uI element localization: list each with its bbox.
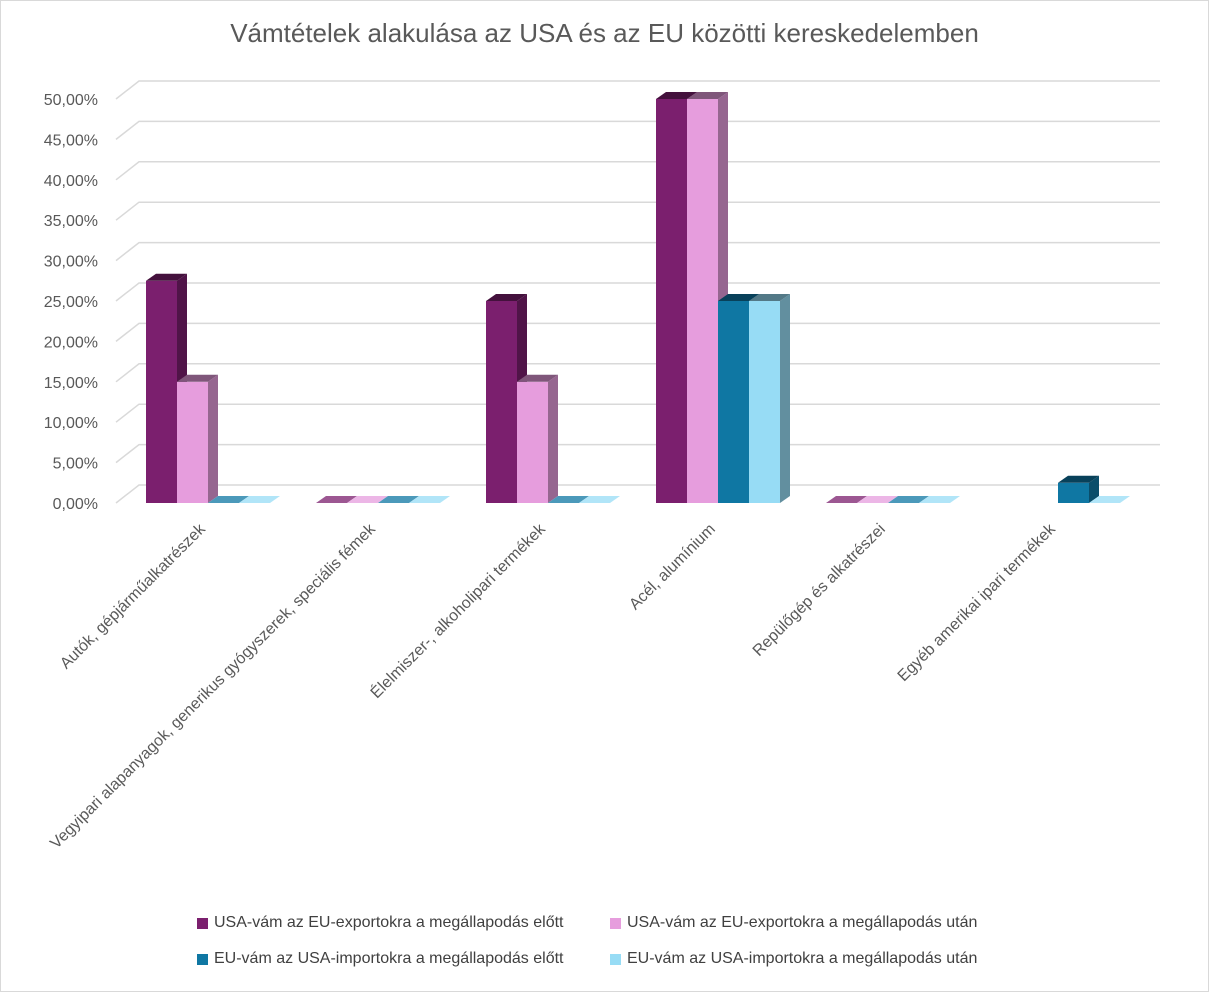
gridline <box>115 120 1160 140</box>
bar-top <box>316 496 357 503</box>
bar-front <box>687 99 718 503</box>
bar-top <box>146 273 187 281</box>
bar-side <box>548 374 558 503</box>
bar-top <box>718 294 759 301</box>
legend-swatch <box>197 953 208 965</box>
legend-item: EU-vám az USA-importokra a megállapodás … <box>197 950 563 968</box>
bar-top <box>347 496 388 503</box>
bar <box>579 496 620 503</box>
bar <box>1058 475 1099 503</box>
bar-front <box>718 301 749 503</box>
bar <box>517 374 558 503</box>
gridlines <box>115 80 1160 504</box>
bar <box>177 374 218 503</box>
bar-front <box>749 301 780 503</box>
bar <box>749 294 790 503</box>
gridline <box>115 322 1160 342</box>
bar-top <box>656 92 697 99</box>
y-tick-label: 15,00% <box>44 375 98 392</box>
bar-top <box>1058 475 1099 483</box>
legend-swatch <box>610 953 621 965</box>
y-tick-label: 50,00% <box>44 92 98 109</box>
bar-front <box>656 99 687 503</box>
legend-item: EU-vám az USA-importokra a megállapodás … <box>610 950 977 968</box>
bar <box>378 496 419 503</box>
gridline <box>115 161 1160 181</box>
y-tick-label: 35,00% <box>44 213 98 230</box>
legend-swatch <box>197 917 208 929</box>
bar-front <box>1058 482 1089 503</box>
x-category-label: Acél, alumínium <box>626 521 719 614</box>
y-tick-label: 10,00% <box>44 415 98 432</box>
y-tick-label: 40,00% <box>44 173 98 190</box>
bar <box>857 496 898 503</box>
y-tick-label: 30,00% <box>44 254 98 271</box>
legend-item: USA-vám az EU-exportokra a megállapodás … <box>197 914 564 932</box>
bar-top <box>826 496 867 503</box>
bar-side <box>1089 475 1099 503</box>
bar-top <box>888 496 929 503</box>
gridline <box>115 363 1160 383</box>
bar <box>239 496 280 503</box>
bar-top <box>208 496 249 503</box>
bar <box>347 496 388 503</box>
bar <box>919 496 960 503</box>
gridline <box>115 282 1160 302</box>
bar <box>826 496 867 503</box>
bar-front <box>146 280 177 503</box>
gridline <box>115 443 1160 464</box>
bar-front <box>177 381 208 503</box>
legend-label: USA-vám az EU-exportokra a megállapodás … <box>627 914 978 931</box>
y-tick-label: 5,00% <box>53 456 98 473</box>
bar-top <box>177 374 218 382</box>
bar <box>1089 496 1130 503</box>
bar-top <box>239 496 280 503</box>
chart-title: Vámtételek alakulása az USA és az EU köz… <box>230 18 979 48</box>
bar-top <box>409 496 450 503</box>
bar-front <box>517 381 548 503</box>
x-category-label: Vegyipari alapanyagok, generikus gyógysz… <box>47 520 379 852</box>
bar-top <box>517 374 558 382</box>
bar <box>208 496 249 503</box>
y-tick-label: 45,00% <box>44 132 98 149</box>
bar-top <box>486 294 527 301</box>
y-axis-ticks: 0,00% 5,00% 10,00% 15,00% 20,00% 25,00% 30,00%… <box>44 92 98 513</box>
legend-swatch <box>610 917 621 929</box>
bar-top <box>749 294 790 301</box>
legend-label: EU-vám az USA-importokra a megállapodás … <box>214 950 564 967</box>
x-category-label: Egyéb amerikai ipari termékek <box>895 520 1060 685</box>
bar-front <box>486 301 517 503</box>
bars <box>146 92 1130 503</box>
bar-top <box>1089 496 1130 503</box>
bar <box>548 496 589 503</box>
gridline <box>115 403 1160 423</box>
bar-top <box>378 496 419 503</box>
x-category-label: Repülőgép és alkatrészei <box>750 521 889 660</box>
bar-side <box>208 374 218 503</box>
gridline <box>115 80 1160 100</box>
legend-item: USA-vám az EU-exportokra a megállapodás … <box>610 914 977 932</box>
gridline <box>115 201 1160 221</box>
bar-side <box>780 294 790 503</box>
y-tick-label: 0,00% <box>53 496 98 513</box>
y-tick-label: 25,00% <box>44 294 98 311</box>
legend-label: USA-vám az EU-exportokra a megállapodás … <box>214 914 564 931</box>
bar-top <box>579 496 620 503</box>
bar <box>316 496 357 503</box>
legend-label: EU-vám az USA-importokra a megállapodás … <box>627 950 978 967</box>
bar-top <box>919 496 960 503</box>
bar <box>409 496 450 503</box>
bar-top <box>548 496 589 503</box>
bar-top <box>857 496 898 503</box>
gridline <box>115 484 1160 504</box>
y-tick-label: 20,00% <box>44 334 98 351</box>
x-category-label: Élelmiszer-, alkoholipari termékek <box>366 519 549 702</box>
bar <box>888 496 929 503</box>
bar-top <box>687 92 728 99</box>
x-category-label: Autók, gépjárműalkatrészek <box>57 520 209 672</box>
gridline <box>115 241 1160 262</box>
